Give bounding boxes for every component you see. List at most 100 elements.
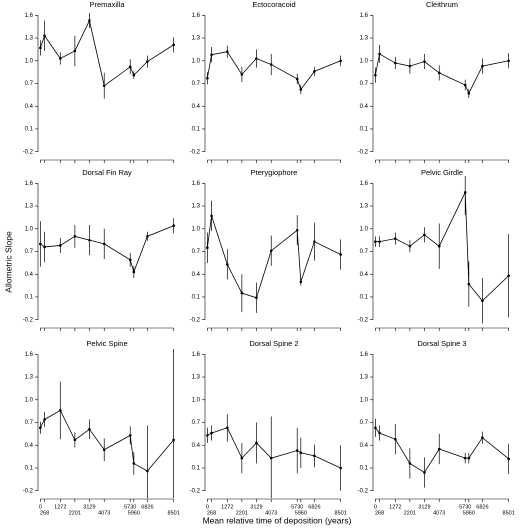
data-point: [378, 431, 381, 435]
data-point: [393, 437, 397, 441]
data-point: [269, 456, 273, 460]
data-point: [43, 245, 46, 249]
y-tick-label: 1.0: [360, 226, 369, 232]
panel-title: Dorsal Spine 3: [417, 339, 466, 348]
data-point: [128, 434, 132, 437]
y-tick-label: 0.1: [360, 295, 369, 301]
data-point: [255, 57, 258, 60]
panel-title: Dorsal Fin Ray: [82, 168, 132, 177]
y-tick-label: -0.2: [190, 149, 201, 155]
data-point: [102, 242, 106, 246]
data-point: [210, 431, 213, 435]
x-tick-label: 1272: [389, 504, 401, 510]
x-tick-label: 2201: [236, 510, 248, 516]
data-point: [299, 280, 303, 284]
y-tick-label: 0.7: [25, 420, 34, 426]
y-tick-label: 1.0: [25, 58, 34, 64]
panel-title: Pterygiophore: [251, 168, 298, 177]
y-tick-label: 1.6: [25, 181, 34, 187]
y-tick-label: 0.1: [25, 466, 34, 472]
panel: Dorsal Spine 3 -0.2 0.1 0.4 0.7 1.0 1.3 1.6 0268…: [358, 339, 515, 516]
data-point: [507, 274, 510, 278]
data-point: [339, 59, 342, 63]
y-tick-label: 0.4: [192, 104, 201, 110]
data-point: [481, 436, 484, 439]
data-point: [467, 92, 471, 95]
x-tick-label: 6826: [476, 504, 488, 510]
data-point: [73, 235, 77, 238]
data-point: [423, 471, 426, 474]
data-point: [393, 237, 397, 240]
y-tick-label: 1.3: [192, 375, 201, 381]
y-tick-label: 1.3: [360, 375, 369, 381]
y-tick-label: 1.3: [25, 375, 34, 381]
data-point: [210, 53, 213, 57]
panel-title: Premaxilla: [89, 0, 125, 9]
data-point: [467, 456, 471, 460]
data-point: [240, 73, 244, 76]
x-tick-label: 8501: [503, 510, 515, 516]
data-point: [393, 61, 397, 65]
data-point: [128, 65, 132, 69]
x-tick-label: 4073: [98, 510, 110, 516]
y-tick-label: 1.3: [360, 204, 369, 210]
series-line: [39, 19, 174, 87]
x-tick-label: 1272: [54, 504, 66, 510]
series-line: [207, 427, 341, 469]
x-tick-label: 5960: [295, 510, 307, 516]
y-tick-label: 1.0: [192, 397, 201, 403]
y-tick-label: -0.2: [358, 488, 369, 494]
y-tick-label: 0.7: [192, 81, 201, 87]
data-point: [206, 76, 209, 80]
data-point: [374, 240, 377, 243]
x-tick-label: 5730: [291, 504, 303, 510]
y-tick-label: 1.3: [360, 36, 369, 42]
x-tick-label: 4073: [265, 510, 277, 516]
x-tick-label: 268: [207, 510, 216, 516]
data-point: [240, 291, 244, 295]
data-point: [88, 19, 91, 22]
data-point: [172, 224, 175, 228]
data-point: [295, 228, 299, 232]
y-tick-label: 0.4: [360, 272, 369, 278]
data-point: [269, 249, 273, 253]
panel: Pelvic Girdle -0.2 0.1 0.4 0.7 1.0 1.3 1.6: [358, 168, 510, 331]
y-tick-label: -0.2: [190, 488, 201, 494]
y-tick-label: 0.1: [25, 127, 34, 133]
data-point: [132, 462, 136, 465]
data-point: [102, 448, 106, 452]
y-tick-label: 0.1: [360, 466, 369, 472]
panel-title: Pelvic Girdle: [421, 168, 463, 177]
y-tick-label: 0.7: [360, 420, 369, 426]
y-tick-label: 0.4: [25, 104, 34, 110]
y-tick-label: 1.3: [192, 36, 201, 42]
data-point: [507, 457, 510, 461]
x-tick-label: 3129: [250, 504, 262, 510]
data-point: [313, 454, 316, 458]
series-line: [206, 51, 341, 91]
data-point: [132, 73, 136, 77]
y-tick-label: 0.4: [192, 272, 201, 278]
y-tick-label: 1.6: [360, 352, 369, 358]
data-point: [102, 84, 106, 88]
series-line: [375, 427, 509, 474]
data-point: [437, 447, 441, 451]
y-tick-label: 0.7: [360, 249, 369, 255]
data-point: [313, 70, 316, 73]
data-point: [467, 282, 471, 286]
y-tick-label: 0.4: [360, 443, 369, 449]
y-tick-label: 0.7: [360, 81, 369, 87]
y-tick-label: 1.6: [25, 352, 34, 358]
data-point: [481, 64, 484, 68]
series-line: [375, 192, 509, 302]
x-tick-label: 5730: [124, 504, 136, 510]
data-point: [437, 71, 441, 75]
data-point: [408, 462, 412, 465]
data-point: [58, 244, 62, 247]
data-point: [73, 49, 77, 53]
y-tick-label: 1.6: [25, 13, 34, 19]
y-tick-label: 0.4: [25, 272, 34, 278]
series-line: [374, 53, 509, 95]
data-point: [172, 43, 175, 47]
x-tick-label: 4073: [433, 510, 445, 516]
